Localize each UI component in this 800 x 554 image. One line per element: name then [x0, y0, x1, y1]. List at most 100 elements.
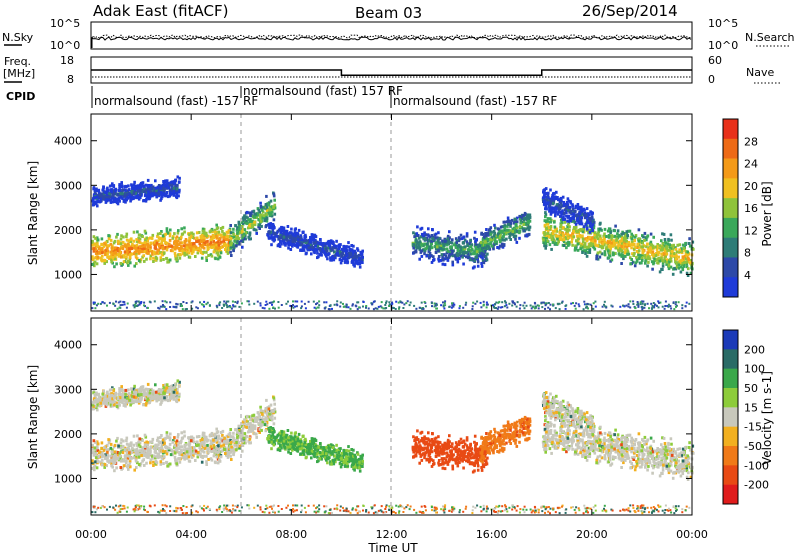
power-echo-cell [209, 235, 213, 239]
power-echo-cell [149, 254, 153, 258]
power-echo-cell [312, 235, 316, 239]
power-echo-cell [575, 230, 578, 234]
power-echo-cell [579, 235, 583, 239]
power-echo-cell [457, 244, 460, 248]
power-echo-cell [203, 305, 205, 308]
power-echo-cell [606, 229, 610, 233]
power-echo-cell [577, 207, 580, 211]
power-echo-cell [601, 242, 605, 246]
power-echo-cell [522, 219, 526, 223]
power-echo-cell [563, 217, 566, 221]
power-echo-cell [133, 306, 136, 309]
power-echo-cell [544, 213, 548, 217]
power-echo-cell [133, 180, 136, 184]
power-echo-cell [667, 303, 670, 306]
power-echo-cell [398, 306, 401, 309]
power-echo-cell [122, 194, 126, 198]
power-echo-cell [121, 197, 124, 200]
freq-left-tick-bottom: 8 [67, 73, 74, 86]
velocity-echo-cell [188, 437, 191, 441]
power-echo-cell [259, 219, 263, 223]
power-echo-cell [511, 301, 514, 304]
power-echo-cell [325, 241, 328, 245]
velocity-echo-cell [121, 444, 125, 448]
power-echo-cell [688, 244, 692, 248]
power-echo-cell [291, 239, 295, 243]
power-echo-cell [522, 304, 525, 307]
power-echo-cell [479, 247, 483, 251]
power-echo-cell [620, 245, 623, 248]
power-echo-cell [284, 236, 287, 240]
power-echo-cell [101, 259, 104, 263]
power-echo-cell [196, 251, 200, 255]
power-echo-cell [681, 268, 685, 272]
power-echo-cell [457, 257, 461, 261]
power-echo-cell [214, 246, 217, 250]
power-echo-cell [649, 247, 653, 251]
power-echo-cell [636, 301, 639, 303]
velocity-echo-cell [178, 440, 181, 444]
power-echo-cell [592, 307, 595, 310]
power-echo-cell [515, 226, 519, 230]
velocity-echo-cell [99, 460, 102, 464]
power-echo-cell [629, 256, 632, 260]
power-echo-cell [285, 238, 289, 242]
power-echo-cell [226, 230, 230, 234]
power-echo-cell [661, 242, 665, 246]
power-echo-cell [380, 306, 383, 309]
power-echo-cell [242, 219, 245, 223]
power-echo-cell [445, 243, 449, 247]
power-echo-cell [623, 244, 626, 248]
power-echo-cell [353, 264, 356, 268]
power-echo-cell [211, 237, 214, 241]
power-echo-cell [576, 218, 579, 222]
velocity-echo-cell [96, 449, 100, 452]
power-echo-cell [245, 215, 248, 219]
power-echo-cell [260, 224, 263, 228]
power-echo-cell [202, 238, 205, 242]
velocity-echo-cell [190, 435, 194, 439]
velocity-echo-cell [215, 455, 219, 459]
power-echo-cell [212, 250, 216, 254]
velocity-echo-cell [136, 434, 139, 438]
power-echo-cell [584, 237, 587, 241]
power-echo-cell [547, 201, 550, 205]
power-echo-cell [175, 256, 179, 260]
power-echo-cell [270, 301, 273, 304]
power-echo-cell [665, 262, 668, 266]
velocity-echo-cell [176, 435, 180, 439]
power-echo-cell [476, 264, 480, 268]
power-echo-cell [106, 249, 109, 253]
power-echo-cell [281, 237, 285, 241]
power-echo-cell [581, 240, 585, 244]
power-echo-cell [596, 244, 600, 248]
velocity-echo-cell [168, 438, 172, 442]
power-echo-cell [162, 258, 165, 261]
power-echo-cell [458, 307, 461, 310]
power-echo-cell [615, 238, 618, 242]
power-echo-cell [153, 300, 156, 303]
power-echo-cell [557, 210, 560, 214]
power-echo-cell [649, 250, 652, 253]
power-echo-cell [616, 245, 619, 249]
power-echo-cell [92, 193, 96, 197]
power-echo-cell [212, 245, 216, 249]
power-echo-cell [372, 308, 375, 311]
power-echo-cell [320, 247, 324, 251]
power-echo-cell [196, 247, 200, 250]
power-echo-cell [640, 245, 643, 249]
power-echo-cell [618, 243, 622, 247]
power-echo-cell [586, 302, 589, 305]
power-echo-cell [658, 270, 662, 274]
power-echo-cell [217, 240, 220, 244]
power-echo-cell [274, 307, 276, 310]
power-echo-cell [111, 256, 115, 259]
power-echo-cell [542, 190, 546, 194]
power-echo-cell [251, 224, 255, 228]
power-echo-cell [342, 249, 346, 253]
power-echo-cell [304, 235, 308, 239]
power-echo-cell [475, 250, 479, 254]
power-echo-cell [568, 210, 571, 214]
power-echo-cell [91, 243, 94, 247]
power-echo-cell [351, 256, 354, 260]
